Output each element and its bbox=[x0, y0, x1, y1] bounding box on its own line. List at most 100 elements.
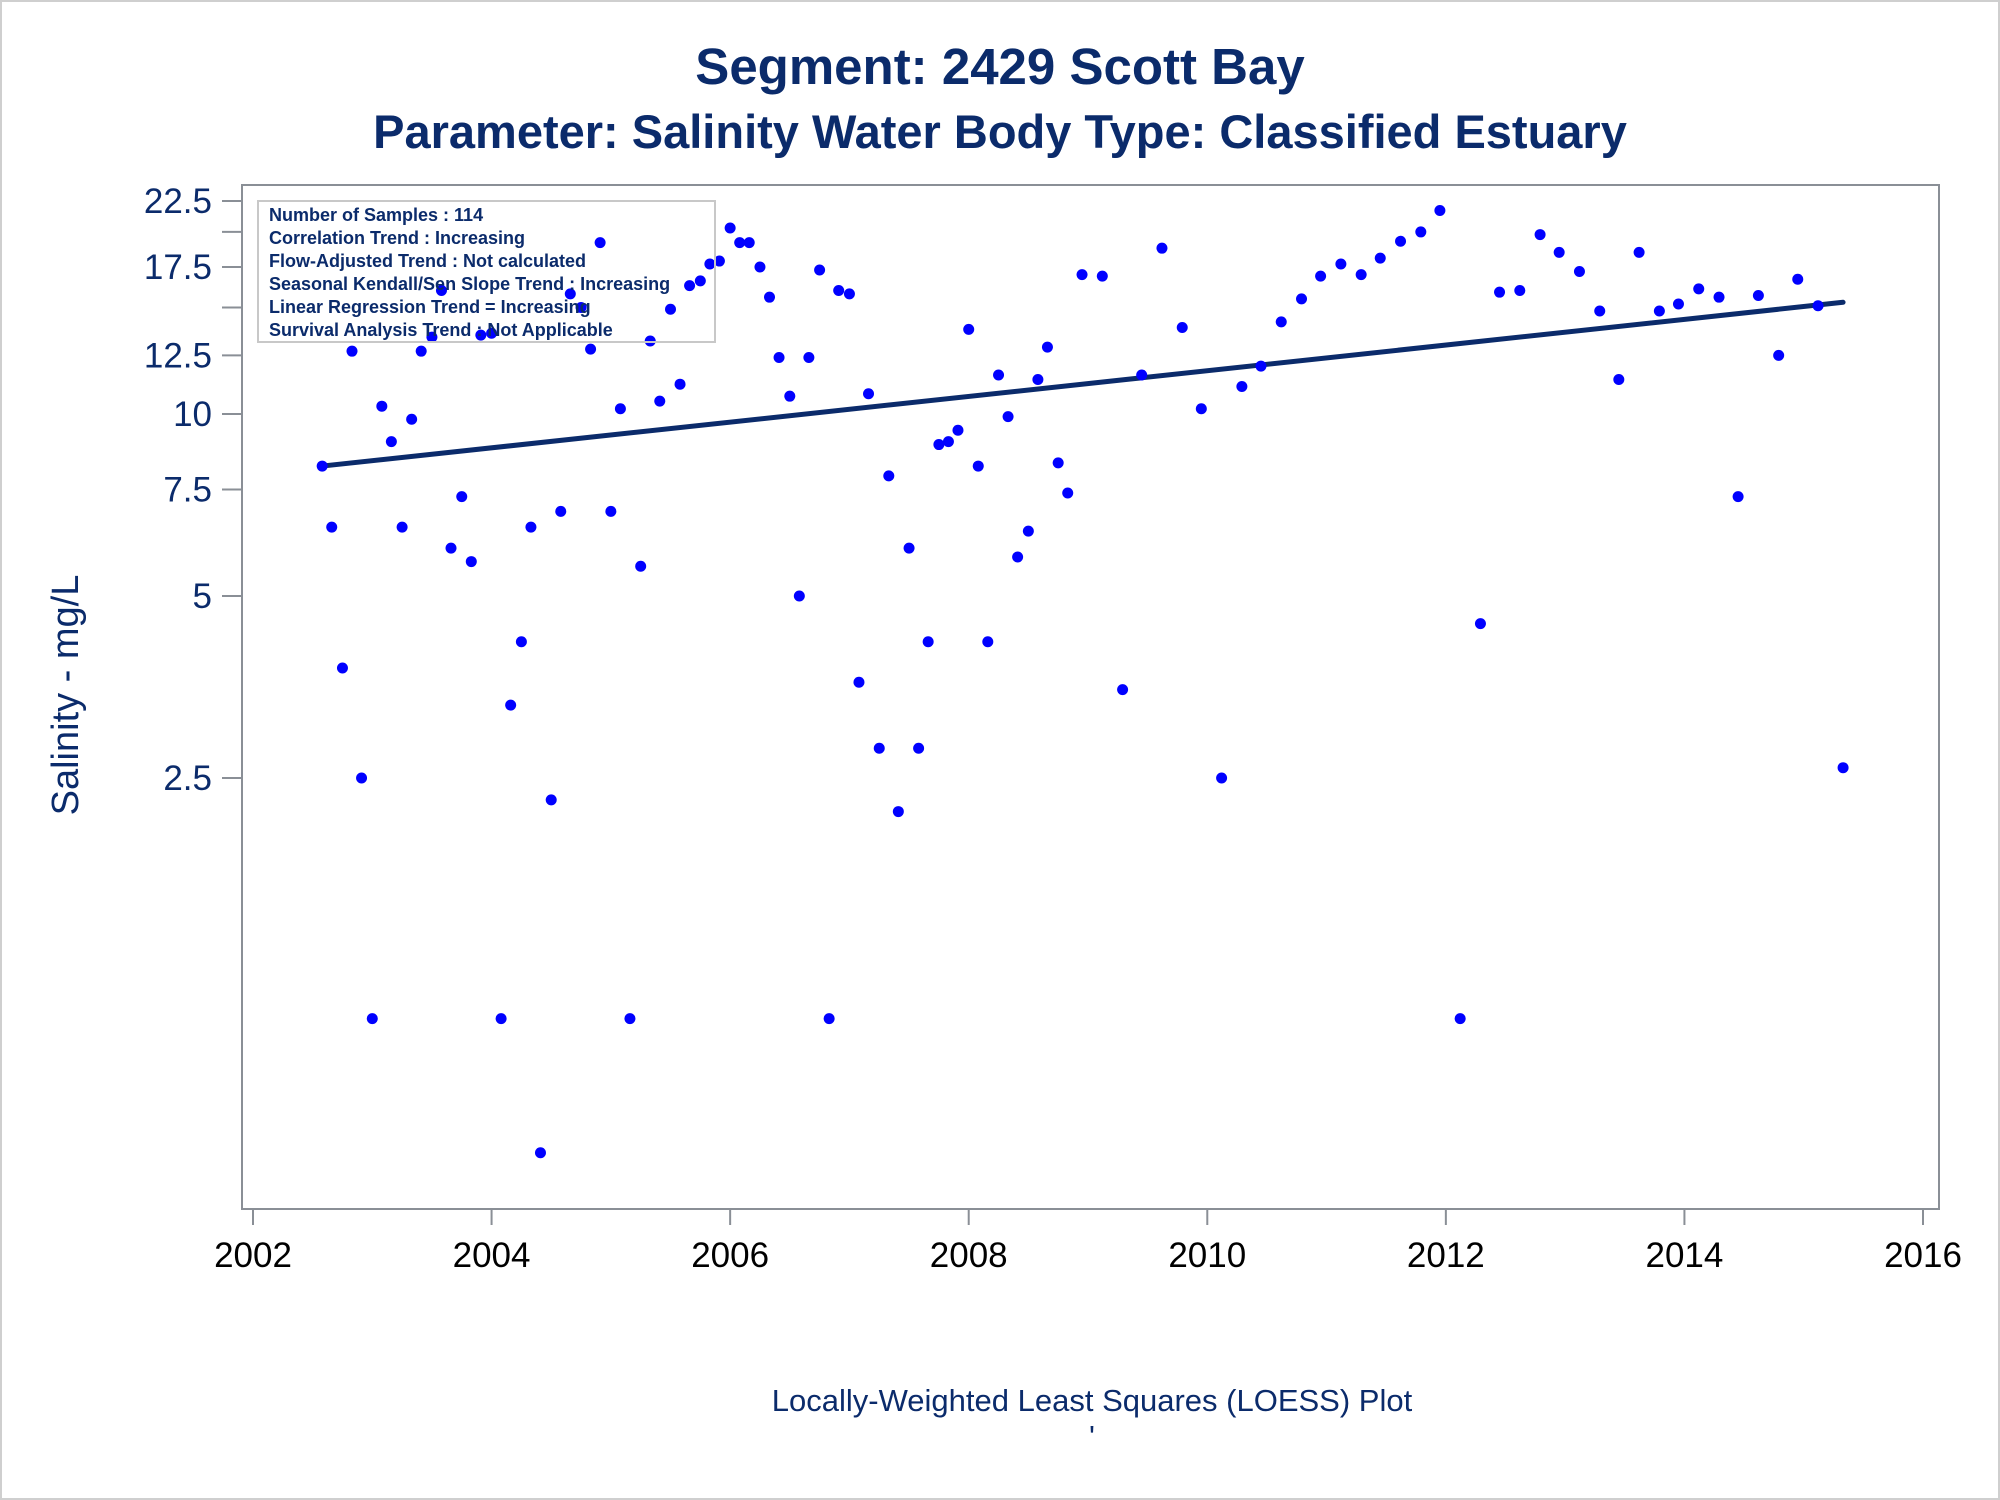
data-point bbox=[1117, 684, 1129, 696]
data-point bbox=[1052, 457, 1064, 469]
data-point bbox=[1415, 226, 1427, 238]
data-point bbox=[1195, 403, 1207, 415]
data-point bbox=[764, 291, 776, 303]
data-point bbox=[1076, 269, 1088, 281]
data-point bbox=[1837, 762, 1849, 774]
data-point bbox=[336, 662, 348, 674]
data-point bbox=[734, 237, 746, 249]
y-tick-label: 22.5 bbox=[144, 182, 212, 221]
data-point bbox=[426, 331, 438, 343]
data-point bbox=[605, 505, 617, 517]
data-point bbox=[1216, 772, 1228, 784]
trend-line-group bbox=[319, 299, 1846, 469]
data-point bbox=[1494, 286, 1506, 298]
data-point bbox=[1062, 487, 1074, 499]
legend-box bbox=[257, 200, 716, 343]
data-points bbox=[316, 205, 1849, 1159]
data-point bbox=[1454, 1013, 1466, 1025]
data-point bbox=[564, 288, 576, 300]
data-point bbox=[515, 636, 527, 648]
data-point bbox=[803, 351, 815, 363]
data-point bbox=[1653, 305, 1665, 317]
y-axis: 2.5 5 7.5 10 12.5 17.5 22.5 bbox=[144, 182, 243, 1209]
legend-entry: Number of Samples : 114 bbox=[269, 205, 483, 225]
data-point bbox=[594, 237, 606, 249]
data-point bbox=[1355, 269, 1367, 281]
data-point bbox=[1773, 349, 1785, 361]
x-tick-label: 2008 bbox=[930, 1236, 1008, 1275]
data-point bbox=[396, 521, 408, 533]
data-point bbox=[555, 505, 567, 517]
y-axis-label: Salinity - mg/L bbox=[45, 575, 87, 816]
data-point bbox=[843, 288, 855, 300]
data-point bbox=[316, 460, 328, 472]
data-point bbox=[385, 436, 397, 448]
data-point bbox=[883, 470, 895, 482]
data-point bbox=[1156, 242, 1168, 254]
data-point bbox=[346, 345, 358, 357]
data-point bbox=[1594, 305, 1606, 317]
chart-subtitle: Parameter: Salinity Water Body Type: Cla… bbox=[373, 105, 1627, 158]
data-point bbox=[892, 806, 904, 818]
data-point bbox=[823, 1013, 835, 1025]
x-tick-label: 2012 bbox=[1407, 1236, 1485, 1275]
y-tick-label: 2.5 bbox=[163, 759, 212, 798]
data-point bbox=[982, 636, 994, 648]
data-point bbox=[465, 556, 477, 568]
data-point bbox=[1002, 411, 1014, 423]
data-point bbox=[1672, 298, 1684, 310]
data-point bbox=[376, 400, 388, 412]
data-point bbox=[545, 794, 557, 806]
data-point bbox=[1255, 360, 1267, 372]
x-axis: 2002 2004 2006 2008 2010 2012 2014 2016 bbox=[214, 1208, 1962, 1275]
legend-entry: Seasonal Kendall/Sen Slope Trend : Incre… bbox=[269, 274, 670, 294]
data-point bbox=[475, 329, 487, 341]
data-point bbox=[1713, 291, 1725, 303]
data-point bbox=[366, 1013, 378, 1025]
data-point bbox=[1236, 381, 1248, 393]
y-tick-label: 10 bbox=[173, 395, 212, 434]
data-point bbox=[1335, 258, 1347, 270]
data-point bbox=[575, 301, 587, 313]
data-point bbox=[773, 351, 785, 363]
stats-legend: Number of Samples : 114 Correlation Trend… bbox=[257, 200, 716, 343]
data-point bbox=[913, 742, 925, 754]
data-point bbox=[972, 460, 984, 472]
data-point bbox=[1434, 205, 1446, 217]
data-point bbox=[713, 255, 725, 267]
data-point bbox=[793, 590, 805, 602]
x-tick-label: 2002 bbox=[214, 1236, 292, 1275]
data-point bbox=[952, 424, 964, 436]
data-point bbox=[435, 285, 447, 297]
data-point bbox=[1474, 618, 1486, 630]
data-point bbox=[903, 542, 915, 554]
y-tick-label: 5 bbox=[193, 577, 212, 616]
loess-trend-line bbox=[319, 299, 1846, 469]
x-tick-label: 2014 bbox=[1645, 1236, 1723, 1275]
data-point bbox=[505, 699, 517, 711]
data-point bbox=[445, 542, 457, 554]
data-point bbox=[356, 772, 368, 784]
data-point bbox=[326, 521, 338, 533]
data-point bbox=[674, 378, 686, 390]
data-point bbox=[694, 275, 706, 287]
data-point bbox=[1613, 374, 1625, 386]
data-point bbox=[1374, 252, 1386, 264]
data-point bbox=[624, 1013, 636, 1025]
data-point bbox=[1041, 341, 1053, 353]
data-point bbox=[654, 395, 666, 407]
data-point bbox=[784, 390, 796, 402]
x-tick-label: 2016 bbox=[1884, 1236, 1962, 1275]
data-point bbox=[1514, 285, 1526, 297]
data-point bbox=[853, 676, 865, 688]
data-point bbox=[406, 413, 418, 425]
data-point bbox=[1032, 374, 1044, 386]
data-point bbox=[754, 261, 766, 273]
legend-entry: Correlation Trend : Increasing bbox=[269, 228, 525, 248]
data-point bbox=[993, 369, 1005, 381]
data-point bbox=[614, 403, 626, 415]
x-tick-label: 2004 bbox=[453, 1236, 531, 1275]
data-point bbox=[1315, 270, 1327, 282]
legend-entry: Flow-Adjusted Trend : Not calculated bbox=[269, 251, 586, 271]
